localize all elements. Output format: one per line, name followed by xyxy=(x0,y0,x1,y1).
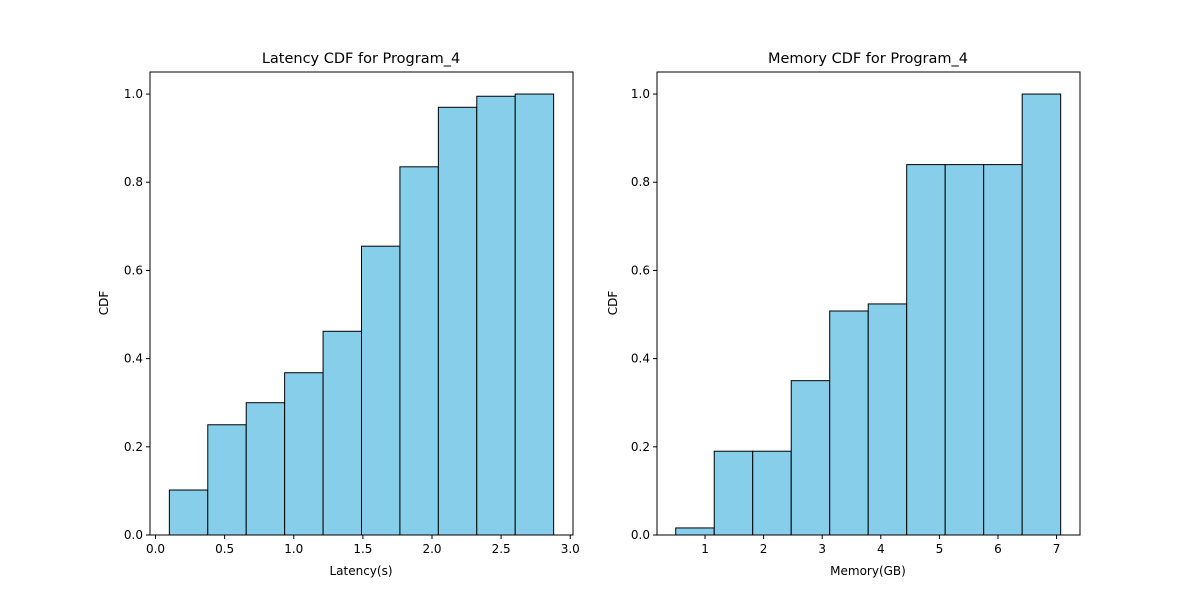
latency-bar xyxy=(476,95,516,536)
latency-y-axis-label: CDF xyxy=(97,291,111,316)
memory-bar xyxy=(675,527,715,536)
latency-bar xyxy=(207,424,247,536)
latency-y-tick-label: 0.4 xyxy=(124,352,143,366)
latency-x-tick-label: 1.0 xyxy=(284,542,303,556)
latency-bar xyxy=(514,93,555,536)
memory-bar xyxy=(829,310,869,536)
latency-bar xyxy=(361,245,401,536)
memory-y-tick-label: 0.0 xyxy=(631,528,650,542)
memory-x-tick-label: 5 xyxy=(936,542,944,556)
latency-x-tick-label: 2.5 xyxy=(492,542,511,556)
memory-bar xyxy=(867,303,908,536)
memory-bar xyxy=(790,380,831,536)
latency-x-axis-label: Latency(s) xyxy=(329,564,392,578)
memory-bar xyxy=(752,450,792,536)
latency-x-tick-label: 3.0 xyxy=(561,542,580,556)
latency-y-tick-label: 0.6 xyxy=(124,263,143,277)
memory-x-tick-label: 6 xyxy=(994,542,1002,556)
latency-bar xyxy=(399,166,439,536)
latency-y-ticks: 0.0 0.2 0.4 0.6 0.8 1.0 xyxy=(124,87,150,542)
memory-x-tick-label: 2 xyxy=(760,542,768,556)
latency-y-tick-label: 0.2 xyxy=(124,440,143,454)
memory-y-tick-label: 0.8 xyxy=(631,175,650,189)
latency-bar xyxy=(322,330,362,536)
latency-chart: Latency CDF for Program_4 0.0 0.5 1.0 1.5 2.… xyxy=(97,51,580,578)
latency-axes-frame xyxy=(149,71,574,536)
memory-chart-title: Memory CDF for Program_4 xyxy=(768,51,968,67)
latency-y-tick-label: 1.0 xyxy=(124,87,143,101)
memory-bar xyxy=(944,164,985,536)
memory-bar xyxy=(906,164,946,536)
memory-y-tick-label: 1.0 xyxy=(631,87,650,101)
memory-x-tick-label: 7 xyxy=(1053,542,1061,556)
memory-y-tick-label: 0.2 xyxy=(631,440,650,454)
latency-x-tick-label: 1.5 xyxy=(353,542,372,556)
memory-x-tick-label: 3 xyxy=(818,542,826,556)
memory-bar xyxy=(713,450,754,536)
latency-x-tick-label: 0.5 xyxy=(215,542,234,556)
memory-bar xyxy=(1021,93,1062,536)
memory-x-tick-label: 1 xyxy=(701,542,709,556)
memory-y-tick-label: 0.4 xyxy=(631,352,650,366)
latency-bars xyxy=(168,93,555,536)
memory-x-axis-label: Memory(GB) xyxy=(830,564,906,578)
latency-chart-title: Latency CDF for Program_4 xyxy=(262,51,460,67)
latency-bar xyxy=(168,489,209,536)
memory-bar xyxy=(983,164,1023,536)
memory-y-ticks: 0.0 0.2 0.4 0.6 0.8 1.0 xyxy=(631,87,657,542)
memory-x-tick-label: 4 xyxy=(877,542,885,556)
latency-x-tick-label: 0.0 xyxy=(146,542,165,556)
memory-y-axis-label: CDF xyxy=(606,291,620,316)
memory-bars xyxy=(675,93,1062,536)
memory-y-tick-label: 0.6 xyxy=(631,263,650,277)
latency-bar xyxy=(245,402,286,536)
latency-x-ticks: 0.0 0.5 1.0 1.5 2.0 2.5 3.0 xyxy=(146,535,580,556)
latency-y-tick-label: 0.0 xyxy=(124,528,143,542)
memory-x-ticks: 1 2 3 4 5 6 7 xyxy=(701,535,1060,556)
memory-axes-frame xyxy=(656,71,1081,536)
latency-y-tick-label: 0.8 xyxy=(124,175,143,189)
latency-bar xyxy=(284,372,324,536)
latency-x-tick-label: 2.0 xyxy=(422,542,441,556)
latency-bar xyxy=(437,106,478,536)
